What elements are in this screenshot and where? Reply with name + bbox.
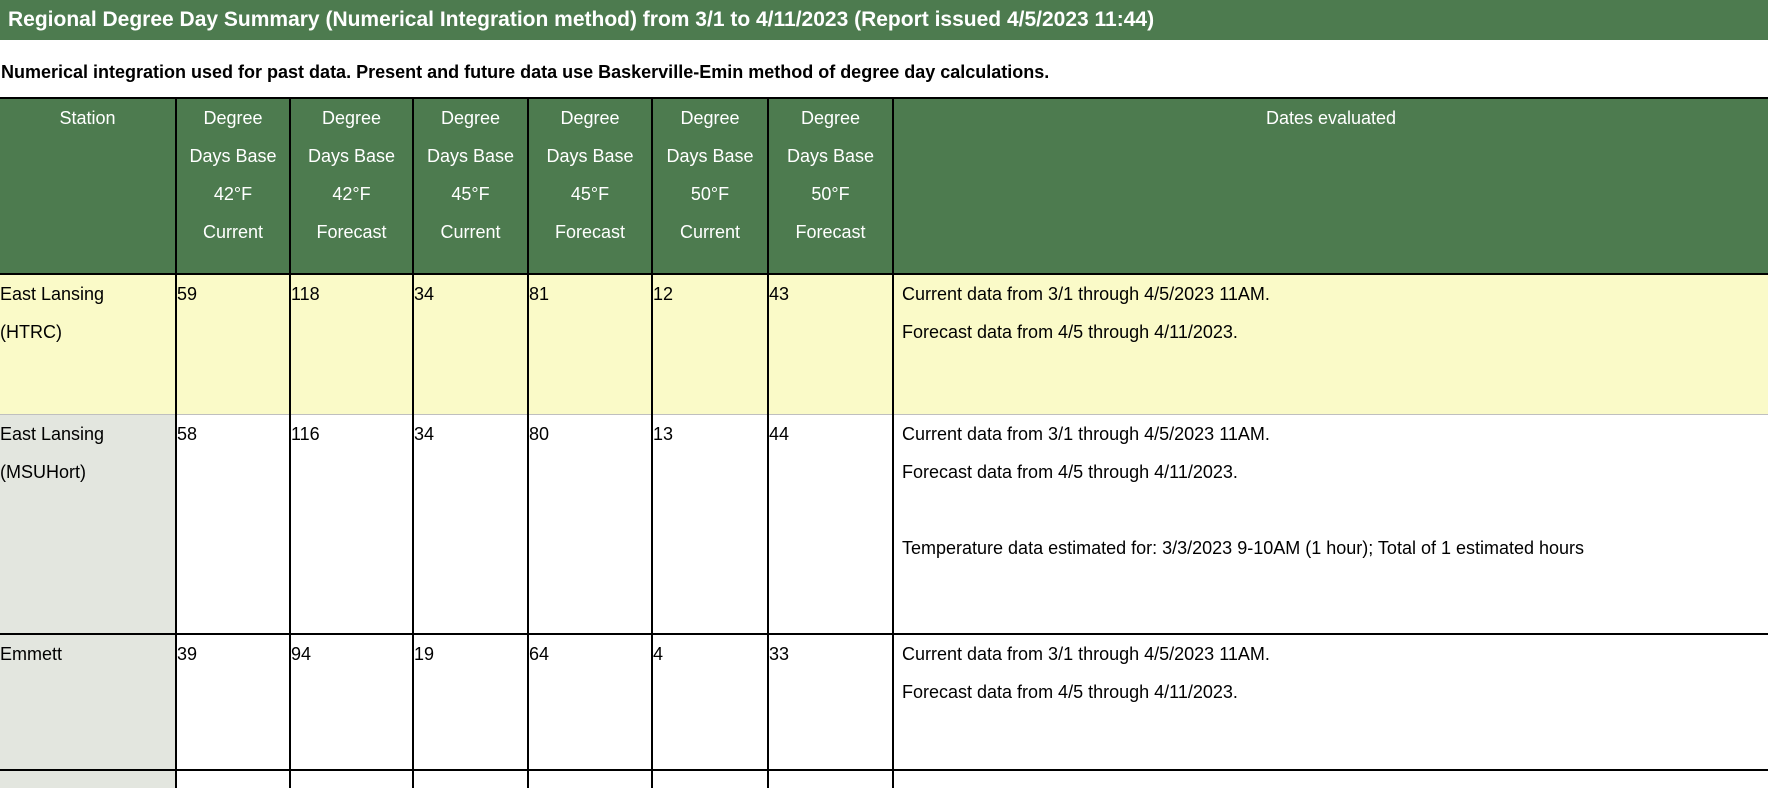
table-row: East Lansing (MSUHort) 58 116 34 80 13 44 Curren… bbox=[0, 414, 1768, 634]
column-header-line: 42°F bbox=[213, 184, 253, 204]
degree-days-value-cell: 44 bbox=[767, 414, 893, 634]
column-header-line: Degree bbox=[560, 108, 620, 128]
column-header-line: Forecast bbox=[795, 222, 866, 242]
station-cell: East Lansing (MSUHort) bbox=[0, 414, 176, 634]
degree-days-value-cell bbox=[289, 770, 413, 788]
station-name-line: East Lansing bbox=[0, 284, 105, 304]
degree-days-value-cell: 33 bbox=[767, 634, 893, 770]
station-name-line: Emmett bbox=[0, 644, 63, 664]
column-header-line: Days Base bbox=[189, 146, 277, 166]
degree-days-value-cell: 59 bbox=[175, 274, 290, 414]
column-header-line: Days Base bbox=[786, 146, 875, 166]
column-header-line: Dates evaluated bbox=[1265, 108, 1397, 128]
column-header-line: Days Base bbox=[426, 146, 515, 166]
degree-days-value-cell: 12 bbox=[651, 274, 768, 414]
table-header-row: Station Degree Days Base 42°F Current Degree D… bbox=[0, 98, 1768, 275]
column-header-line: Degree bbox=[321, 108, 382, 128]
dates-evaluated-line: Current data from 3/1 through 4/5/2023 1… bbox=[902, 284, 1270, 304]
dates-evaluated-line: Current data from 3/1 through 4/5/2023 1… bbox=[902, 644, 1270, 664]
dates-evaluated-line: Current data from 3/1 through 4/5/2023 1… bbox=[902, 423, 1270, 444]
degree-day-summary-table: Station Degree Days Base 42°F Current Degree D… bbox=[0, 97, 1768, 788]
degree-days-value-cell bbox=[527, 770, 652, 788]
degree-days-value-cell bbox=[412, 770, 528, 788]
degree-days-value-cell: 34 bbox=[412, 274, 528, 414]
column-header-line: 45°F bbox=[570, 184, 610, 204]
dates-evaluated-line: Forecast data from 4/5 through 4/11/2023… bbox=[902, 461, 1238, 482]
degree-days-value-cell bbox=[767, 770, 893, 788]
report-subtitle: Numerical integration used for past data… bbox=[1, 62, 1050, 82]
column-header-line: Station bbox=[59, 108, 116, 128]
degree-days-value-cell bbox=[175, 770, 290, 788]
column-header-dd-base-45f-forecast: Degree Days Base 45°F Forecast bbox=[527, 98, 652, 275]
degree-days-value-cell: 39 bbox=[175, 634, 290, 770]
estimated-data-note: Temperature data estimated for: 3/3/2023… bbox=[902, 537, 1585, 558]
column-header-line: Degree bbox=[203, 108, 263, 128]
dates-evaluated-cell: Current data from 3/1 through 4/5/2023 1… bbox=[892, 634, 1768, 770]
degree-days-value-cell: 80 bbox=[527, 414, 652, 634]
column-header-line: 50°F bbox=[811, 184, 850, 204]
degree-days-value-cell: 19 bbox=[412, 634, 528, 770]
dates-evaluated-cell bbox=[892, 770, 1768, 788]
station-cell: Emmett bbox=[0, 634, 176, 770]
degree-days-value-cell: 13 bbox=[651, 414, 768, 634]
dates-evaluated-line: Forecast data from 4/5 through 4/11/2023… bbox=[902, 322, 1238, 342]
degree-days-value-cell: 4 bbox=[651, 634, 768, 770]
column-header-line: 42°F bbox=[332, 184, 371, 204]
table-body: East Lansing (HTRC) 59 118 34 81 12 43 Current d… bbox=[0, 274, 1768, 788]
station-name-line: (HTRC) bbox=[0, 322, 62, 342]
column-header-dd-base-50f-forecast: Degree Days Base 50°F Forecast bbox=[767, 98, 893, 275]
station-cell bbox=[0, 770, 176, 788]
column-header-line: Forecast bbox=[316, 222, 387, 242]
degree-days-value-cell: 118 bbox=[289, 274, 413, 414]
column-header-line: Days Base bbox=[546, 146, 634, 166]
degree-days-value-cell: 34 bbox=[412, 414, 528, 634]
degree-days-value-cell bbox=[651, 770, 768, 788]
column-header-line: Degree bbox=[680, 108, 740, 128]
table-row: East Lansing (HTRC) 59 118 34 81 12 43 Current d… bbox=[0, 274, 1768, 414]
degree-days-value-cell: 64 bbox=[527, 634, 652, 770]
table-row: Emmett 39 94 19 64 4 33 Current data from 3/1 t… bbox=[0, 634, 1768, 770]
column-header-line: Degree bbox=[800, 108, 861, 128]
column-header-dates-evaluated: Dates evaluated bbox=[892, 98, 1768, 275]
column-header-dd-base-50f-current: Degree Days Base 50°F Current bbox=[651, 98, 768, 275]
degree-days-value-cell: 43 bbox=[767, 274, 893, 414]
degree-days-value-cell: 116 bbox=[289, 414, 413, 634]
station-name-line: (MSUHort) bbox=[0, 461, 86, 482]
column-header-dd-base-42f-forecast: Degree Days Base 42°F Forecast bbox=[289, 98, 413, 275]
table-row bbox=[0, 770, 1768, 788]
page-title: Regional Degree Day Summary (Numerical I… bbox=[8, 8, 1155, 31]
station-name-line: East Lansing bbox=[0, 423, 105, 444]
column-header-line: 50°F bbox=[690, 184, 730, 204]
degree-days-value-cell: 94 bbox=[289, 634, 413, 770]
degree-days-value-cell: 81 bbox=[527, 274, 652, 414]
report-title-bar: Regional Degree Day Summary (Numerical I… bbox=[0, 0, 1768, 40]
column-header-line: Days Base bbox=[666, 146, 754, 166]
table-header: Station Degree Days Base 42°F Current Degree D… bbox=[0, 98, 1768, 275]
column-header-line: Forecast bbox=[554, 222, 626, 242]
dates-evaluated-line: Forecast data from 4/5 through 4/11/2023… bbox=[902, 682, 1238, 702]
degree-days-value-cell: 58 bbox=[175, 414, 290, 634]
column-header-line: Current bbox=[202, 222, 264, 242]
column-header-line: Days Base bbox=[307, 146, 396, 166]
column-header-station: Station bbox=[0, 98, 176, 275]
column-header-line: Degree bbox=[440, 108, 501, 128]
dates-evaluated-cell: Current data from 3/1 through 4/5/2023 1… bbox=[892, 274, 1768, 414]
station-cell: East Lansing (HTRC) bbox=[0, 274, 176, 414]
column-header-line: 45°F bbox=[451, 184, 490, 204]
column-header-dd-base-45f-current: Degree Days Base 45°F Current bbox=[412, 98, 528, 275]
column-header-dd-base-42f-current: Degree Days Base 42°F Current bbox=[175, 98, 290, 275]
column-header-line: Current bbox=[679, 222, 741, 242]
column-header-line: Current bbox=[440, 222, 501, 242]
dates-evaluated-cell: Current data from 3/1 through 4/5/2023 1… bbox=[892, 414, 1768, 634]
